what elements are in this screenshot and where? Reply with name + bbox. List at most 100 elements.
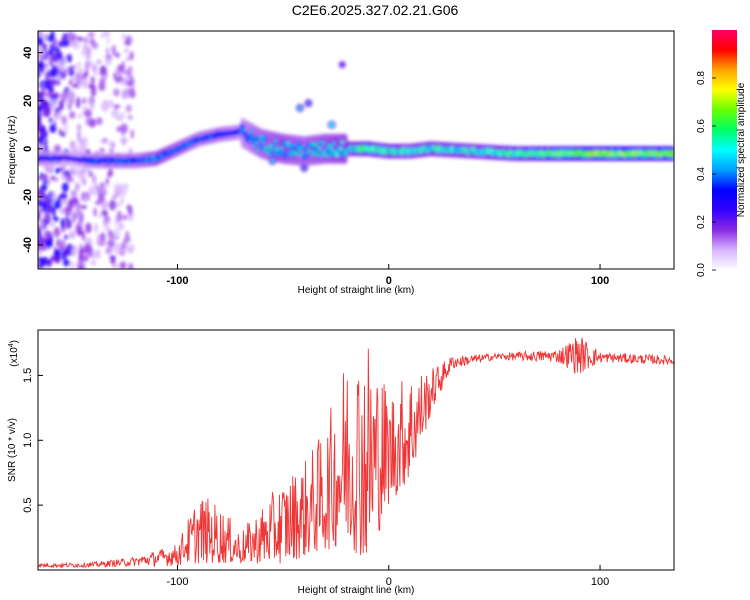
spectrogram-noise-blob xyxy=(113,242,122,255)
colorbar-tick-label: 0.6 xyxy=(696,119,707,133)
spectrogram-ridge-core xyxy=(272,151,275,155)
spectrogram-noise-blob xyxy=(126,243,133,254)
spectrogram-ridge-core xyxy=(296,146,300,150)
spectrogram-noise-blob xyxy=(101,137,108,144)
spectrogram-noise-blob xyxy=(88,170,93,178)
spectrogram-noise-blob xyxy=(120,137,128,144)
spectrogram-feature xyxy=(306,100,311,106)
spectrogram-noise-blob xyxy=(108,229,112,239)
spectrogram-ridge-core xyxy=(250,130,253,134)
spectrogram-ridge-core xyxy=(242,128,246,132)
spectrogram-noise-blob xyxy=(52,37,58,48)
spectrogram-noise-blob xyxy=(70,189,78,198)
spectrogram-noise-blob xyxy=(52,64,56,74)
spectrogram-noise-blob xyxy=(70,261,75,269)
spectrogram-noise-blob xyxy=(87,31,95,38)
spectrogram-noise-blob xyxy=(74,182,81,192)
snr-x-tick-label: 0 xyxy=(386,576,392,588)
spectrogram-noise-blob xyxy=(38,199,44,205)
spectrogram-ridge-core xyxy=(289,145,292,148)
spectrogram-noise-blob xyxy=(78,172,86,182)
spectrogram-noise-blob xyxy=(77,61,81,68)
spectrogram-y-tick-label: 0 xyxy=(22,146,34,152)
spectrogram-noise-blob xyxy=(93,181,97,193)
spectrogram-noise-blob xyxy=(96,117,103,126)
spectrogram-noise-blob xyxy=(121,127,125,137)
spectrogram-ridge-core xyxy=(260,136,264,139)
spectrogram-noise-blob xyxy=(62,123,69,135)
spectrogram-ridge-core xyxy=(301,145,305,149)
spectrogram-frame xyxy=(37,30,675,270)
spectrogram-noise-blob xyxy=(119,261,127,269)
spectrogram-noise-blob xyxy=(106,172,111,178)
spectrogram-marks xyxy=(38,31,674,269)
spectrogram-noise-blob xyxy=(111,195,118,200)
spectrogram-noise-blob xyxy=(110,141,116,149)
spectrogram-noise-blob xyxy=(70,77,74,83)
spectrogram-noise-blob xyxy=(65,243,74,256)
spectrogram-ridge-core xyxy=(288,152,291,156)
spectrogram-noise-blob xyxy=(50,99,57,111)
spectrogram-noise-blob xyxy=(52,190,56,200)
spectrogram-noise-blob xyxy=(113,104,121,109)
colorbar: 0.0 0.2 0.4 0.6 0.8 Normalized spectral ampl… xyxy=(696,30,747,277)
spectrogram-noise-blob xyxy=(38,50,46,57)
spectrogram-noise-blob xyxy=(90,259,97,266)
colorbar-ramp xyxy=(712,30,737,270)
spectrogram-ridge-core xyxy=(344,152,347,156)
spectrogram-noise-blob xyxy=(61,35,66,44)
spectrogram-noise-blob xyxy=(109,148,114,153)
snr-exponent-value: 4 xyxy=(8,343,15,347)
spectrogram-noise-blob xyxy=(122,248,127,254)
spectrogram-noise-blob xyxy=(96,238,103,246)
spectrogram-noise-blob xyxy=(98,80,106,92)
spectrogram-ridge-core xyxy=(313,143,316,147)
spectrogram-feature xyxy=(270,158,275,164)
spectrogram-y-tick-label: 20 xyxy=(22,95,34,107)
spectrogram-noise-blob xyxy=(92,174,97,184)
snr-exponent-prefix: (x10 xyxy=(9,347,20,367)
spectrogram-ridge-core xyxy=(310,143,313,146)
spectrogram-noise-blob xyxy=(72,197,79,205)
spectrogram-noise-blob xyxy=(94,67,98,78)
spectrogram-noise-blob xyxy=(99,65,107,76)
spectrogram-noise-blob xyxy=(52,53,59,63)
spectrogram-feature xyxy=(329,122,334,127)
spectrogram-noise-blob xyxy=(43,78,52,90)
spectrogram-noise-blob xyxy=(44,50,48,61)
spectrogram-noise-blob xyxy=(125,56,131,61)
spectrogram-noise-blob xyxy=(65,32,74,39)
colorbar-tick-label: 0.2 xyxy=(696,215,707,229)
colorbar-label: Normalized spectral amplitude xyxy=(736,82,747,217)
spectrogram-noise-blob xyxy=(51,123,57,133)
spectrogram-noise-blob xyxy=(67,53,72,63)
spectrogram-noise-blob xyxy=(60,208,66,214)
spectrogram-noise-blob xyxy=(123,47,130,54)
spectrogram-noise-blob xyxy=(95,234,101,240)
spectrogram-noise-blob xyxy=(38,176,42,182)
spectrogram-noise-blob xyxy=(38,104,42,114)
spectrogram-noise-blob xyxy=(98,192,105,203)
spectrogram-noise-blob xyxy=(87,186,95,195)
spectrogram-y-tick-label: -20 xyxy=(22,189,34,205)
spectrogram-noise-blob xyxy=(88,118,97,128)
spectrogram-ridge-core xyxy=(338,147,342,151)
spectrogram-noise-blob xyxy=(65,67,70,74)
spectrogram-noise-blob xyxy=(38,249,41,257)
spectrogram-ridge-core xyxy=(239,131,243,134)
spectrogram-noise-blob xyxy=(125,231,130,240)
spectrogram-noise-blob xyxy=(94,249,101,259)
spectrogram-noise-blob xyxy=(105,247,112,255)
spectrogram-noise-blob xyxy=(58,100,65,111)
spectrogram-noise-blob xyxy=(41,42,48,52)
spectrogram-x-axis-label: Height of straight line (km) xyxy=(298,285,415,296)
spectrogram-noise-blob xyxy=(101,209,108,217)
spectrogram-noise-blob xyxy=(107,238,115,249)
spectrogram-noise-blob xyxy=(113,227,121,239)
spectrogram-noise-blob xyxy=(121,33,127,41)
spectrogram-noise-blob xyxy=(79,204,88,210)
snr-y-tick-label: 0.5 xyxy=(22,497,34,512)
spectrogram-noise-blob xyxy=(83,36,89,44)
spectrogram-ridge-core xyxy=(317,147,321,150)
